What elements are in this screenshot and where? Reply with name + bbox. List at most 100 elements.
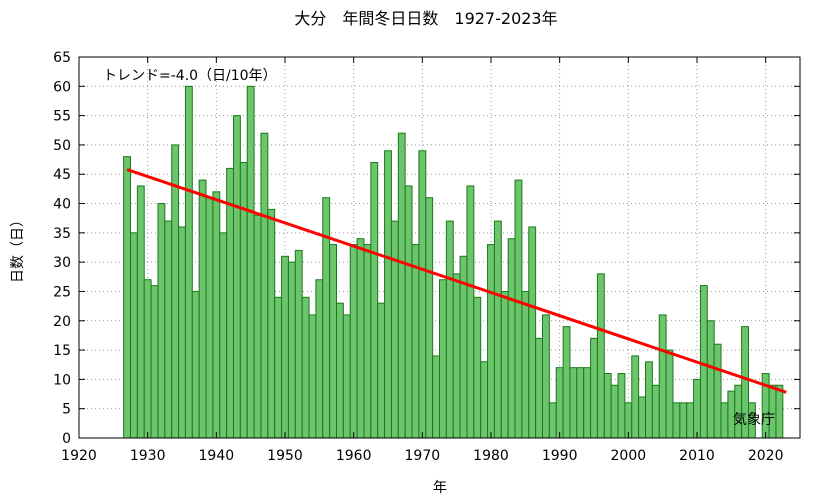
bar bbox=[425, 197, 434, 439]
bar bbox=[576, 367, 585, 439]
bar bbox=[363, 244, 372, 439]
y-tick-label: 35 bbox=[53, 226, 71, 242]
bar bbox=[322, 197, 331, 439]
bar bbox=[439, 279, 447, 439]
bar bbox=[706, 320, 715, 439]
bar bbox=[651, 384, 660, 439]
bars bbox=[123, 85, 784, 439]
trend-annotation: トレンド=-4.0（日/10年） bbox=[103, 68, 277, 84]
bar bbox=[596, 273, 605, 439]
x-tick-label: 1970 bbox=[405, 448, 441, 464]
bar bbox=[562, 326, 571, 439]
y-tick-label: 30 bbox=[53, 255, 71, 271]
bar bbox=[720, 402, 729, 439]
bar bbox=[184, 85, 193, 439]
bar bbox=[686, 402, 695, 439]
bar bbox=[301, 296, 310, 439]
bar bbox=[212, 191, 221, 439]
y-axis-label: 日数（日） bbox=[10, 213, 26, 283]
y-tick-label: 0 bbox=[62, 431, 71, 447]
bar bbox=[521, 290, 530, 439]
bar bbox=[658, 314, 667, 439]
bar bbox=[239, 162, 248, 439]
bar bbox=[253, 214, 262, 439]
bar bbox=[418, 150, 427, 439]
y-tick-label: 25 bbox=[53, 284, 71, 300]
y-tick-label: 20 bbox=[53, 314, 71, 330]
bar bbox=[500, 290, 509, 439]
bar bbox=[445, 220, 454, 439]
y-tick-label: 60 bbox=[53, 79, 71, 95]
bar bbox=[260, 132, 269, 439]
bar bbox=[679, 402, 688, 439]
bar bbox=[150, 285, 159, 439]
bar bbox=[699, 285, 708, 439]
source-label: 気象庁 bbox=[733, 412, 775, 428]
bar bbox=[123, 156, 131, 439]
bar bbox=[233, 115, 241, 439]
bar bbox=[130, 232, 138, 439]
bar bbox=[281, 255, 289, 439]
x-tick-label: 2020 bbox=[748, 448, 784, 464]
bar bbox=[287, 261, 296, 439]
x-axis-label: 年 bbox=[433, 480, 447, 496]
bar bbox=[384, 150, 392, 439]
bar bbox=[191, 290, 200, 439]
x-tick-label: 1990 bbox=[542, 448, 578, 464]
bar bbox=[452, 273, 461, 439]
bar bbox=[205, 197, 214, 439]
bar bbox=[617, 373, 626, 439]
bar bbox=[548, 402, 557, 439]
y-tick-label: 55 bbox=[53, 109, 71, 125]
bar bbox=[390, 220, 399, 439]
bar bbox=[349, 244, 358, 439]
bar bbox=[136, 185, 145, 439]
bar bbox=[178, 226, 186, 439]
bar bbox=[542, 314, 550, 439]
bar bbox=[569, 367, 578, 439]
bar bbox=[308, 314, 317, 439]
bar bbox=[610, 384, 619, 439]
bar bbox=[672, 402, 681, 439]
plot-frame bbox=[78, 56, 801, 439]
bar bbox=[336, 302, 344, 439]
bar bbox=[404, 185, 413, 439]
y-tick-label: 45 bbox=[53, 167, 71, 183]
x-tick-label: 2010 bbox=[679, 448, 715, 464]
x-tick-label: 1960 bbox=[336, 448, 372, 464]
bar bbox=[246, 85, 255, 439]
bar bbox=[377, 302, 386, 439]
bar bbox=[432, 355, 440, 439]
bar bbox=[198, 179, 207, 439]
y-tick-label: 5 bbox=[62, 402, 71, 418]
x-tick-label: 1930 bbox=[130, 448, 166, 464]
bar bbox=[157, 203, 166, 439]
bar bbox=[294, 249, 303, 439]
bar bbox=[164, 220, 173, 439]
y-tick-label: 65 bbox=[53, 50, 71, 66]
chart-title: 大分 年間冬日日数 1927-2023年 bbox=[294, 9, 557, 28]
x-tick-label: 1980 bbox=[473, 448, 509, 464]
bar bbox=[645, 361, 653, 439]
bar bbox=[274, 296, 283, 439]
bar bbox=[329, 244, 337, 439]
bar bbox=[535, 337, 544, 439]
bar bbox=[315, 279, 324, 439]
y-tick-label: 50 bbox=[53, 138, 71, 154]
bar bbox=[493, 220, 502, 439]
bar bbox=[342, 314, 351, 439]
bar bbox=[480, 361, 489, 439]
bar bbox=[507, 238, 516, 439]
bar bbox=[665, 349, 674, 439]
y-tick-label: 15 bbox=[53, 343, 71, 359]
bar bbox=[638, 396, 647, 439]
bar bbox=[555, 367, 564, 439]
x-tick-label: 1940 bbox=[199, 448, 235, 464]
y-tick-label: 10 bbox=[53, 372, 71, 388]
bar bbox=[226, 167, 234, 439]
bar bbox=[775, 384, 784, 439]
bar bbox=[603, 373, 612, 439]
bar bbox=[219, 232, 228, 439]
bar bbox=[631, 355, 640, 439]
